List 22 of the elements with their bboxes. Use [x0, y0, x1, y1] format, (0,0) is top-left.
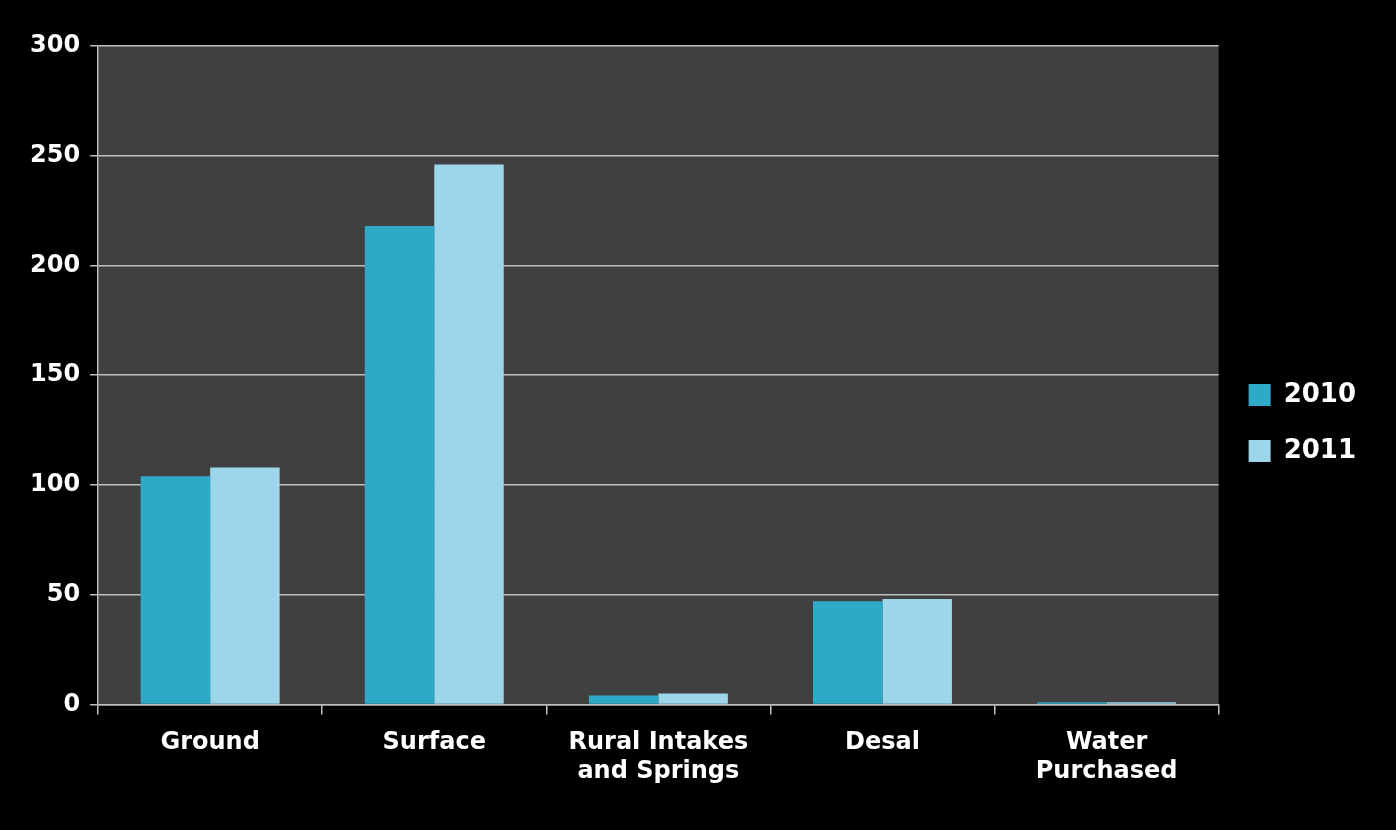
x-tick-label: Desal: [845, 727, 920, 756]
bar: [813, 601, 883, 704]
y-tick-label: 0: [63, 688, 81, 717]
x-tick-label: Rural Intakes and Springs: [568, 727, 749, 784]
y-tick-label: 300: [29, 30, 81, 59]
bar: [434, 164, 504, 704]
x-tick-label: Surface: [382, 727, 486, 756]
y-tick-label: 250: [29, 139, 81, 168]
bar: [658, 693, 728, 704]
bar: [210, 467, 280, 704]
bar: [882, 599, 952, 704]
x-tick-label: Ground: [160, 727, 260, 756]
y-tick-label: 50: [46, 578, 81, 607]
legend-label: 2011: [1283, 433, 1357, 464]
y-tick-label: 150: [29, 359, 81, 388]
x-tick-label: Water Purchased: [1035, 727, 1178, 784]
bar: [364, 225, 435, 704]
bar: [140, 476, 211, 704]
y-tick-label: 200: [29, 249, 81, 278]
legend-label: 2010: [1283, 377, 1357, 408]
bar: [588, 695, 659, 704]
y-tick-label: 100: [29, 469, 81, 498]
